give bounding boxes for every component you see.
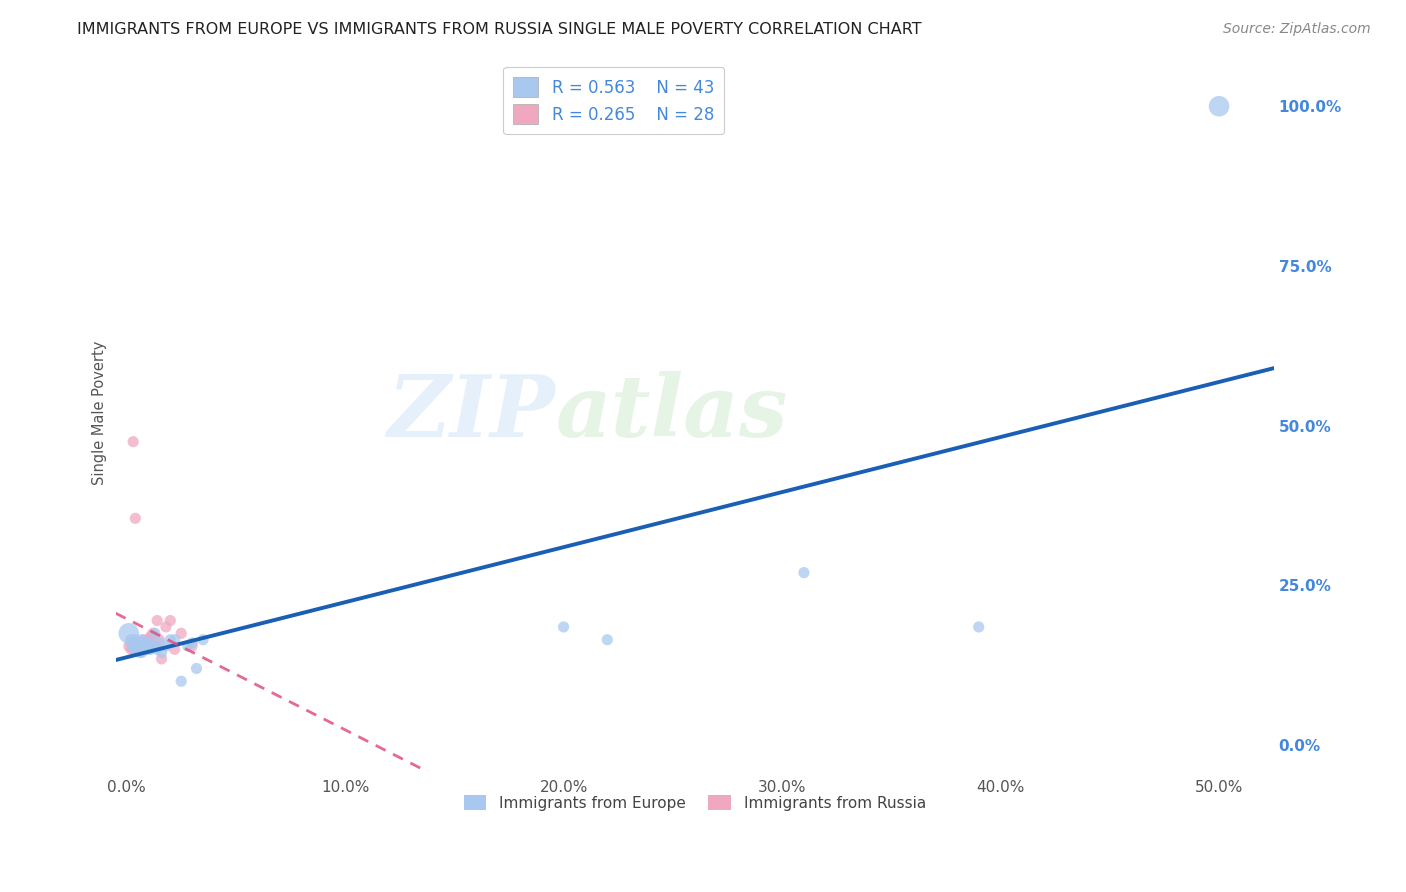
Point — [143, 639, 166, 653]
Point — [150, 645, 173, 659]
Point — [138, 642, 160, 657]
Point — [148, 636, 170, 650]
Point — [131, 636, 153, 650]
Point — [138, 636, 160, 650]
Text: Source: ZipAtlas.com: Source: ZipAtlas.com — [1223, 22, 1371, 37]
Point — [142, 626, 165, 640]
Point — [155, 620, 177, 634]
Point — [135, 642, 157, 657]
Text: IMMIGRANTS FROM EUROPE VS IMMIGRANTS FROM RUSSIA SINGLE MALE POVERTY CORRELATION: IMMIGRANTS FROM EUROPE VS IMMIGRANTS FRO… — [77, 22, 922, 37]
Point — [170, 674, 193, 689]
Point — [163, 642, 186, 657]
Point — [177, 639, 200, 653]
Point — [181, 639, 204, 653]
Point — [143, 626, 166, 640]
Point — [186, 661, 208, 675]
Point — [127, 636, 149, 650]
Point — [146, 642, 169, 657]
Point — [131, 645, 153, 659]
Point — [139, 630, 162, 644]
Point — [148, 632, 170, 647]
Point — [159, 614, 181, 628]
Point — [127, 642, 149, 657]
Point — [1208, 99, 1230, 113]
Point — [131, 639, 153, 653]
Point — [120, 642, 142, 657]
Point — [139, 642, 162, 657]
Point — [124, 632, 146, 647]
Point — [122, 434, 145, 449]
Point — [128, 636, 150, 650]
Point — [118, 626, 141, 640]
Point — [131, 632, 153, 647]
Point — [170, 626, 193, 640]
Point — [132, 639, 155, 653]
Text: atlas: atlas — [555, 371, 789, 455]
Point — [793, 566, 815, 580]
Point — [122, 642, 145, 657]
Point — [122, 639, 145, 653]
Point — [553, 620, 575, 634]
Point — [128, 645, 150, 659]
Point — [967, 620, 990, 634]
Point — [181, 636, 204, 650]
Point — [163, 632, 186, 647]
Point — [122, 639, 145, 653]
Point — [159, 632, 181, 647]
Point — [122, 636, 145, 650]
Point — [135, 636, 157, 650]
Point — [127, 639, 149, 653]
Point — [128, 642, 150, 657]
Point — [138, 632, 160, 647]
Point — [127, 639, 149, 653]
Point — [124, 639, 146, 653]
Point — [120, 636, 142, 650]
Point — [118, 639, 141, 653]
Point — [131, 639, 153, 653]
Text: ZIP: ZIP — [388, 371, 555, 455]
Point — [128, 642, 150, 657]
Point — [120, 636, 142, 650]
Point — [135, 636, 157, 650]
Point — [596, 632, 619, 647]
Point — [142, 639, 165, 653]
Point — [146, 614, 169, 628]
Legend: Immigrants from Europe, Immigrants from Russia: Immigrants from Europe, Immigrants from … — [457, 789, 932, 817]
Point — [191, 632, 214, 647]
Point — [127, 636, 149, 650]
Point — [132, 642, 155, 657]
Point — [150, 652, 173, 666]
Point — [124, 642, 146, 657]
Point — [124, 639, 146, 653]
Y-axis label: Single Male Poverty: Single Male Poverty — [93, 341, 107, 485]
Point — [155, 639, 177, 653]
Point — [132, 632, 155, 647]
Point — [128, 636, 150, 650]
Point — [124, 511, 146, 525]
Point — [135, 639, 157, 653]
Point — [120, 632, 142, 647]
